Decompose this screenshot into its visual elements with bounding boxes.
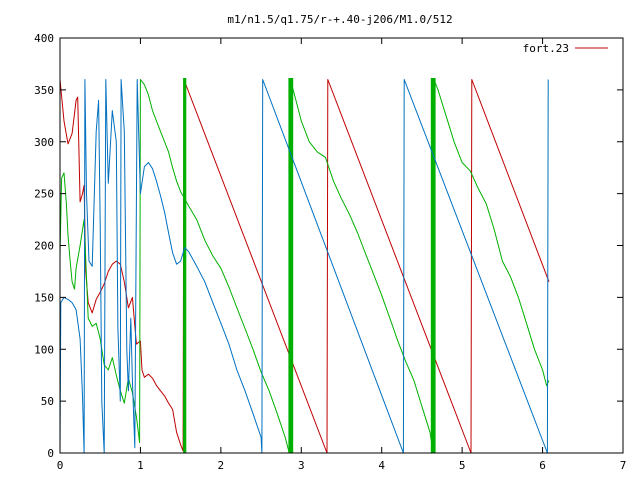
y-tick-label: 150: [34, 291, 54, 304]
x-tick-label: 7: [620, 459, 627, 472]
x-tick-label: 5: [459, 459, 466, 472]
y-tick-label: 300: [34, 136, 54, 149]
x-tick-label: 6: [539, 459, 546, 472]
series-1-dense-band-1: [288, 78, 294, 453]
x-tick-label: 2: [218, 459, 225, 472]
y-tick-label: 100: [34, 343, 54, 356]
y-tick-label: 0: [47, 447, 54, 460]
x-tick-label: 4: [378, 459, 385, 472]
x-tick-label: 0: [57, 459, 64, 472]
y-tick-label: 250: [34, 188, 54, 201]
legend-label: fort.23: [523, 42, 569, 55]
series-line-1: [59, 79, 550, 454]
series-1-dense-band-0: [183, 78, 187, 453]
series-line-0: [59, 79, 550, 454]
plot-frame: [59, 37, 624, 454]
x-tick-label: 1: [137, 459, 144, 472]
series-1-dense-band-2: [430, 78, 436, 453]
series-line-2: [59, 79, 549, 454]
series-1: [59, 78, 550, 454]
x-tick-label: 3: [298, 459, 305, 472]
y-tick-label: 350: [34, 84, 54, 97]
chart-title: m1/n1.5/q1.75/r-+.40-j206/M1.0/512: [227, 13, 452, 26]
y-tick-label: 200: [34, 240, 54, 253]
axis-ticks: 0 50 100 150 200 250 300 350 400 0 1 2 3 4 5 6 7: [34, 32, 626, 472]
y-tick-label: 50: [41, 395, 54, 408]
legend: fort.23: [523, 42, 608, 55]
series-2: [59, 79, 549, 454]
y-tick-label: 400: [34, 32, 54, 45]
series-0: [59, 79, 550, 454]
series-layer: [59, 78, 550, 454]
